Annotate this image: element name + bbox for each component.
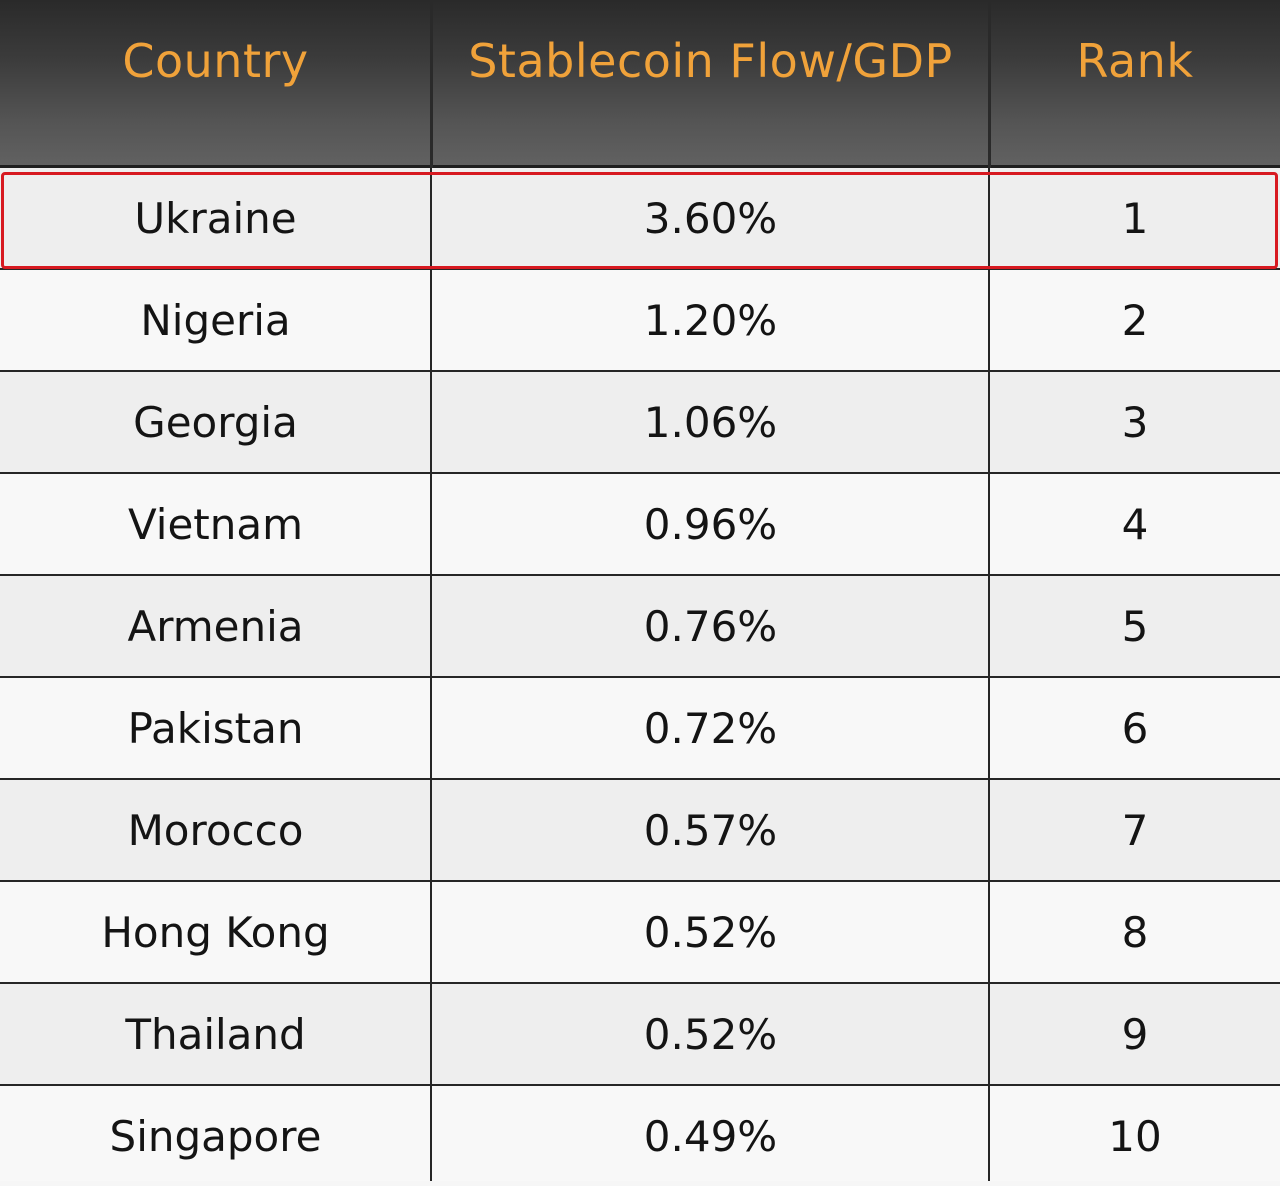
rank-cell: 2 <box>1121 295 1149 345</box>
rank-cell: 8 <box>1121 907 1149 957</box>
column-divider <box>988 168 990 1181</box>
country-cell: Thailand <box>125 1009 306 1059</box>
rank-cell: 4 <box>1121 499 1149 549</box>
flow-cell: 1.20% <box>643 295 778 345</box>
header-divider <box>988 0 991 168</box>
flow-cell: 0.72% <box>643 703 778 753</box>
table-row: Georgia 1.06% 3 <box>0 372 1280 474</box>
flow-cell: 0.52% <box>643 907 778 957</box>
country-cell: Singapore <box>109 1111 322 1161</box>
flow-cell: 0.76% <box>643 601 778 651</box>
country-cell: Pakistan <box>127 703 304 753</box>
table-row: Hong Kong 0.52% 8 <box>0 882 1280 984</box>
rank-cell: 5 <box>1121 601 1149 651</box>
country-cell: Nigeria <box>140 295 291 345</box>
country-cell: Morocco <box>127 805 304 855</box>
rank-cell: 7 <box>1121 805 1149 855</box>
country-cell: Hong Kong <box>101 907 330 957</box>
flow-cell: 0.57% <box>643 805 778 855</box>
rank-cell: 3 <box>1121 397 1149 447</box>
column-divider <box>430 168 432 1181</box>
header-stablecoin-flow-gdp: Stablecoin Flow/GDP <box>468 34 953 88</box>
header-divider <box>430 0 433 168</box>
flow-cell: 0.96% <box>643 499 778 549</box>
flow-cell: 0.52% <box>643 1009 778 1059</box>
table-row: Armenia 0.76% 5 <box>0 576 1280 678</box>
rank-cell: 10 <box>1108 1111 1162 1161</box>
table-row: Singapore 0.49% 10 <box>0 1086 1280 1181</box>
table-row: Pakistan 0.72% 6 <box>0 678 1280 780</box>
rank-cell: 1 <box>1121 193 1149 243</box>
header-country: Country <box>122 34 309 88</box>
table-row: Ukraine 3.60% 1 <box>0 168 1280 270</box>
header-rank: Rank <box>1076 34 1194 88</box>
table-header: Country Stablecoin Flow/GDP Rank <box>0 0 1280 168</box>
flow-cell: 0.49% <box>643 1111 778 1161</box>
rank-cell: 9 <box>1121 1009 1149 1059</box>
flow-cell: 3.60% <box>643 193 778 243</box>
country-cell: Armenia <box>127 601 304 651</box>
rank-cell: 6 <box>1121 703 1149 753</box>
table-row: Thailand 0.52% 9 <box>0 984 1280 1086</box>
table-row: Vietnam 0.96% 4 <box>0 474 1280 576</box>
table-row: Morocco 0.57% 7 <box>0 780 1280 882</box>
flow-cell: 1.06% <box>643 397 778 447</box>
country-cell: Georgia <box>133 397 298 447</box>
country-cell: Ukraine <box>134 193 297 243</box>
table-row: Nigeria 1.20% 2 <box>0 270 1280 372</box>
country-cell: Vietnam <box>127 499 304 549</box>
